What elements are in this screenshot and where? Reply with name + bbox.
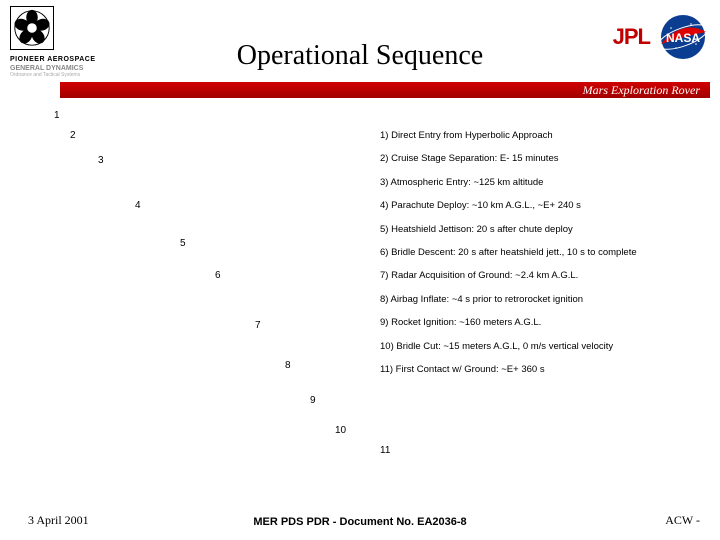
diagram-step-number: 10 [335,425,346,436]
step-item: 11) First Contact w/ Ground: ~E+ 360 s [380,364,710,375]
step-item: 9) Rocket Ignition: ~160 meters A.G.L. [380,317,710,328]
subtitle-bar: Mars Exploration Rover [60,82,710,98]
footer-author: ACW - [665,513,700,528]
step-item: 8) Airbag Inflate: ~4 s prior to retroro… [380,294,710,305]
diagram-step-number: 5 [180,238,186,249]
step-item: 6) Bridle Descent: 20 s after heatshield… [380,247,710,258]
sequence-diagram: 1234567891011 [40,110,370,480]
diagram-step-number: 7 [255,320,261,331]
slide-title: Operational Sequence [0,40,720,72]
diagram-step-number: 9 [310,395,316,406]
step-item: 7) Radar Acquisition of Ground: ~2.4 km … [380,270,710,281]
diagram-step-number: 8 [285,360,291,371]
diagram-step-number: 2 [70,130,76,141]
footer-docnum: MER PDS PDR - Document No. EA2036-8 [0,516,720,528]
step-item: 4) Parachute Deploy: ~10 km A.G.L., ~E+ … [380,200,710,211]
diagram-step-number: 11 [380,445,390,456]
diagram-step-number: 1 [54,110,60,121]
diagram-step-number: 3 [98,155,104,166]
step-item: 3) Atmospheric Entry: ~125 km altitude [380,177,710,188]
diagram-step-number: 6 [215,270,221,281]
step-item: 2) Cruise Stage Separation: E- 15 minute… [380,153,710,164]
step-item: 1) Direct Entry from Hyperbolic Approach [380,130,710,141]
diagram-step-number: 4 [135,200,141,211]
slide: PIONEER AEROSPACE GENERAL DYNAMICS Ordna… [0,0,720,540]
step-list: 1) Direct Entry from Hyperbolic Approach… [380,130,710,387]
step-item: 10) Bridle Cut: ~15 meters A.G.L, 0 m/s … [380,341,710,352]
step-item: 5) Heatshield Jettison: 20 s after chute… [380,224,710,235]
general-dynamics-sublabel: Ordnance and Tactical Systems [10,72,130,78]
